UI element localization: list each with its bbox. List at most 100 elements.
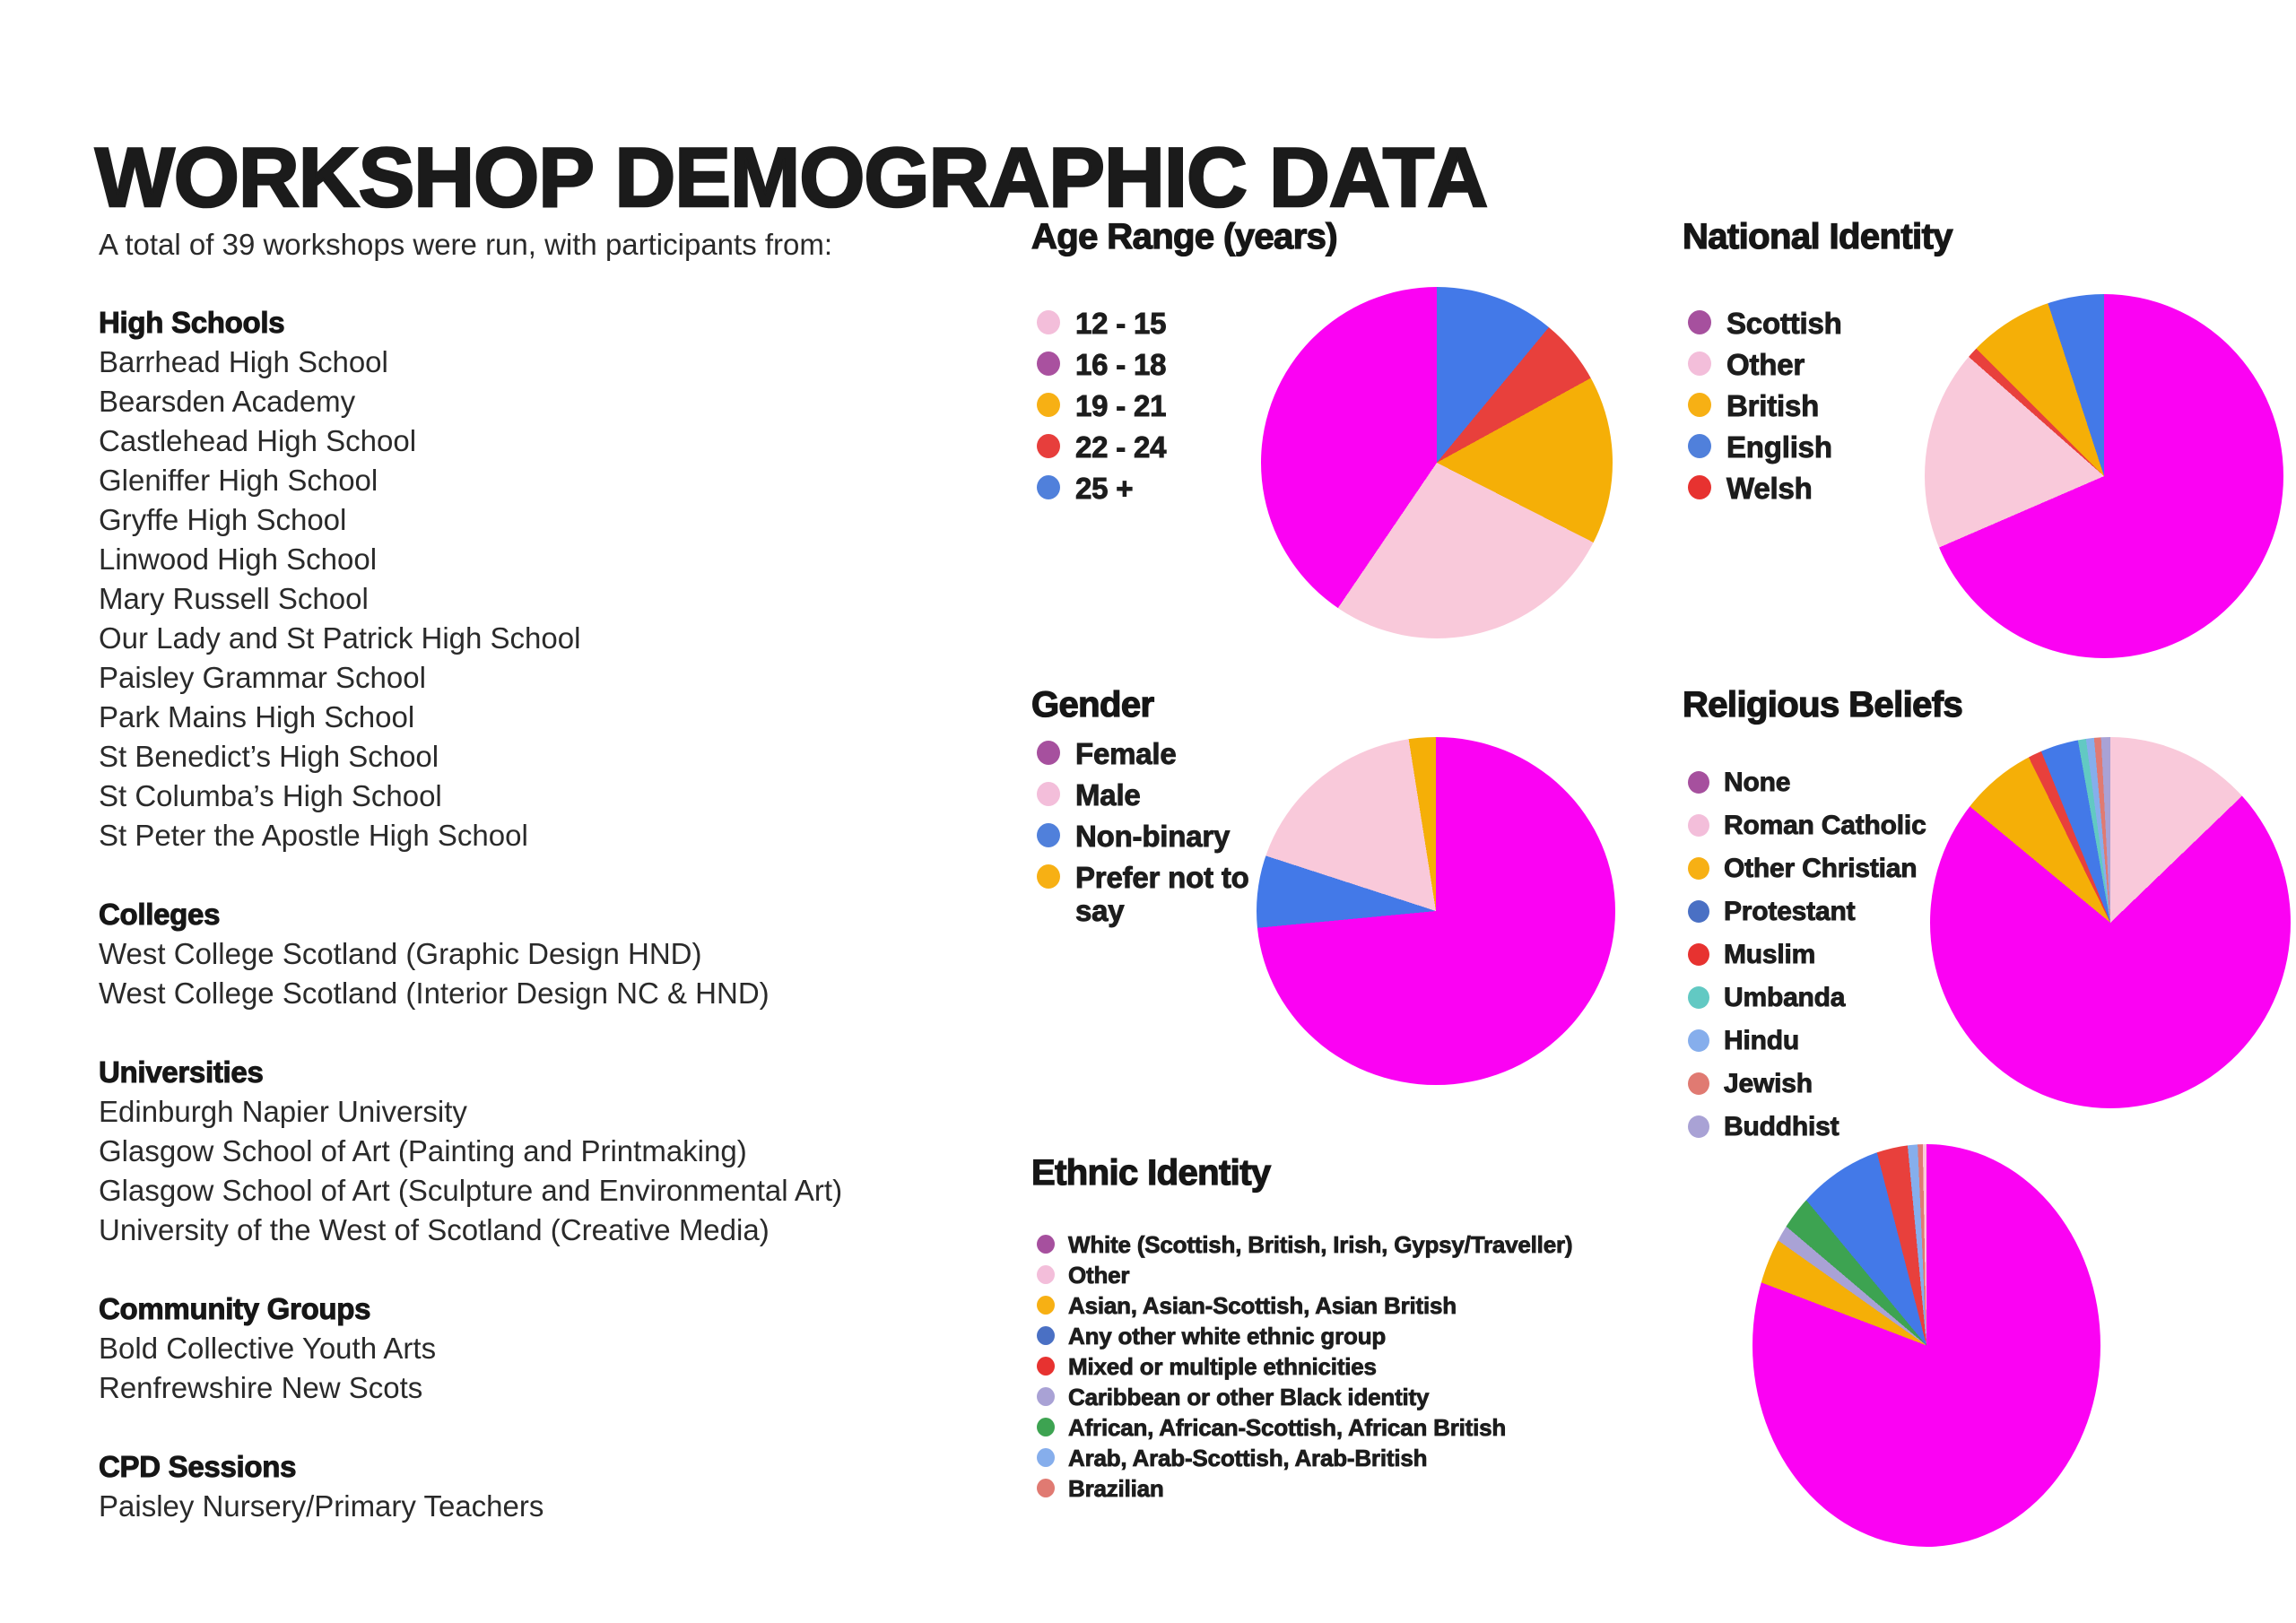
legend-label: Hindu xyxy=(1724,1026,1800,1056)
legend-dot-icon xyxy=(1037,434,1060,458)
participant-section: Universities Edinburgh Napier University G… xyxy=(99,1053,1013,1250)
legend-label: White (Scottish, British, Irish, Gypsy/T… xyxy=(1068,1231,1573,1258)
section-heading: High Schools xyxy=(99,306,286,340)
legend-dot-icon xyxy=(1037,1418,1055,1436)
legend-item: African, African-Scottish, African Briti… xyxy=(1037,1415,1826,1445)
legend-item: 25 + xyxy=(1037,472,1252,513)
legend-label: None xyxy=(1724,768,1791,798)
list-item: Linwood High School xyxy=(99,542,378,576)
ethnic-identity-pie xyxy=(1752,1144,2100,1547)
list-item: Park Mains High School xyxy=(99,700,415,733)
page-title: WORKSHOP DEMOGRAPHIC DATA xyxy=(94,129,1490,224)
legend-dot-icon xyxy=(1037,1448,1055,1467)
legend-item: Other Christian xyxy=(1688,854,2074,897)
legend-item: 16 - 18 xyxy=(1037,348,1252,389)
national-identity-legend: Scottish Other British English Welsh xyxy=(1688,307,1903,513)
list-item: St Columba’s High School xyxy=(99,779,442,812)
list-item: Glasgow School of Art (Sculpture and Env… xyxy=(99,1174,843,1207)
legend-dot-icon xyxy=(1037,1387,1055,1406)
legend-label: Arab, Arab-Scottish, Arab-British xyxy=(1068,1445,1428,1471)
legend-item: Brazilian xyxy=(1037,1476,1826,1506)
chart-age-range: Age Range (years) 12 - 15 16 - 18 19 - 21 2… xyxy=(1031,216,1623,665)
legend-item: Umbanda xyxy=(1688,983,2074,1026)
list-item: Edinburgh Napier University xyxy=(99,1095,467,1128)
chart-national-identity: National Identity Scottish Other British En… xyxy=(1682,216,2296,701)
legend-dot-icon xyxy=(1037,352,1060,376)
section-heading: Community Groups xyxy=(99,1292,372,1326)
legend-label: Non-binary xyxy=(1075,820,1231,854)
legend-item: British xyxy=(1688,389,1903,430)
participant-section: Community Groups Bold Collective Youth Ar… xyxy=(99,1289,1013,1408)
legend-dot-icon xyxy=(1037,393,1060,417)
legend-label: British xyxy=(1726,389,1820,423)
list-item: Renfrewshire New Scots xyxy=(99,1371,423,1404)
legend-dot-icon xyxy=(1688,857,1709,880)
legend-item: White (Scottish, British, Irish, Gypsy/T… xyxy=(1037,1232,1826,1263)
legend-label: Caribbean or other Black identity xyxy=(1068,1384,1430,1410)
list-item: Bold Collective Youth Arts xyxy=(99,1332,437,1365)
legend-dot-icon xyxy=(1688,310,1711,334)
legend-label: Any other white ethnic group xyxy=(1068,1323,1387,1350)
legend-label: Buddhist xyxy=(1724,1112,1839,1142)
legend-dot-icon xyxy=(1037,823,1060,847)
participant-section: Colleges West College Scotland (Graphic D… xyxy=(99,895,1013,1013)
legend-dot-icon xyxy=(1037,1235,1055,1254)
list-item: St Peter the Apostle High School xyxy=(99,819,528,852)
legend-item: Mixed or multiple ethnicities xyxy=(1037,1354,1826,1384)
list-item: Castlehead High School xyxy=(99,424,417,457)
legend-dot-icon xyxy=(1688,352,1711,376)
legend-dot-icon xyxy=(1037,475,1060,499)
legend-item: Scottish xyxy=(1688,307,1903,348)
legend-dot-icon xyxy=(1688,771,1709,794)
legend-dot-icon xyxy=(1688,393,1711,417)
list-item: Barrhead High School xyxy=(99,345,388,378)
chart-ethnic-identity: Ethnic Identity White (Scottish, British… xyxy=(1031,1144,2152,1584)
legend-item: Hindu xyxy=(1688,1026,2074,1069)
legend-label: Male xyxy=(1075,778,1142,812)
legend-item: Non-binary xyxy=(1037,820,1288,861)
participant-section: High Schools Barrhead High School Bearsden… xyxy=(99,303,1013,855)
list-item: St Benedict’s High School xyxy=(99,740,439,773)
list-item: Gleniffer High School xyxy=(99,464,378,497)
list-item: University of the West of Scotland (Crea… xyxy=(99,1213,770,1246)
legend-item: Any other white ethnic group xyxy=(1037,1324,1826,1354)
legend-dot-icon xyxy=(1037,310,1060,334)
legend-item: None xyxy=(1688,768,2074,811)
list-item: Bearsden Academy xyxy=(99,385,356,418)
legend-dot-icon xyxy=(1037,1479,1055,1497)
list-item: Gryffe High School xyxy=(99,503,347,536)
section-heading: Universities xyxy=(99,1055,265,1089)
chart-gender: Gender Female Male Non-binary Prefer not to… xyxy=(1031,684,1623,1107)
legend-dot-icon xyxy=(1037,741,1060,765)
legend-label: Roman Catholic xyxy=(1724,811,1927,841)
legend-label: 25 + xyxy=(1075,472,1134,506)
legend-item: Muslim xyxy=(1688,940,2074,983)
legend-item: Protestant xyxy=(1688,897,2074,940)
list-item: Our Lady and St Patrick High School xyxy=(99,621,581,655)
legend-label: Prefer not to say xyxy=(1075,861,1250,928)
gender-pie xyxy=(1257,737,1615,1085)
legend-dot-icon xyxy=(1037,1326,1055,1345)
chart-religious-beliefs: Religious Beliefs None Roman Catholic Othe… xyxy=(1682,684,2296,1141)
legend-dot-icon xyxy=(1688,986,1709,1009)
legend-item: 12 - 15 xyxy=(1037,307,1252,348)
list-item: Glasgow School of Art (Painting and Prin… xyxy=(99,1134,747,1167)
religious-beliefs-legend: None Roman Catholic Other Christian Protest… xyxy=(1688,768,2074,1155)
legend-item: Asian, Asian-Scottish, Asian British xyxy=(1037,1293,1826,1324)
legend-label: 12 - 15 xyxy=(1075,307,1167,341)
legend-dot-icon xyxy=(1688,900,1709,923)
age-range-legend: 12 - 15 16 - 18 19 - 21 22 - 24 25 + xyxy=(1037,307,1252,513)
chart-title: Ethnic Identity xyxy=(1031,1152,1271,1193)
list-item: West College Scotland (Graphic Design HN… xyxy=(99,937,702,970)
legend-dot-icon xyxy=(1688,475,1711,499)
legend-item: Roman Catholic xyxy=(1688,811,2074,854)
legend-item: Prefer not to say xyxy=(1037,861,1288,927)
chart-title: Religious Beliefs xyxy=(1682,684,1963,725)
legend-label: Scottish xyxy=(1726,307,1843,341)
legend-label: Brazilian xyxy=(1068,1475,1165,1502)
list-item: West College Scotland (Interior Design N… xyxy=(99,976,770,1010)
legend-label: Other xyxy=(1068,1262,1130,1289)
age-range-pie xyxy=(1261,287,1613,638)
legend-item: Buddhist xyxy=(1688,1112,2074,1155)
